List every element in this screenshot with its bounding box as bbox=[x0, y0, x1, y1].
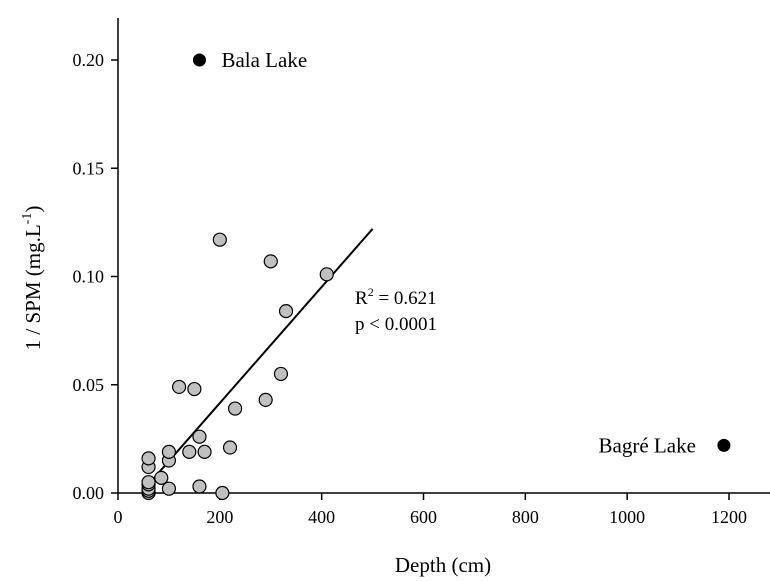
y-tick-label: 0.15 bbox=[73, 158, 105, 178]
data-point bbox=[192, 429, 207, 444]
r-squared-annotation: R2 = 0.621 bbox=[355, 285, 437, 309]
point-label: Bagré Lake bbox=[599, 433, 696, 457]
data-point bbox=[215, 485, 230, 501]
data-point bbox=[187, 381, 202, 397]
data-point bbox=[319, 267, 334, 282]
data-point bbox=[212, 232, 227, 247]
data-point bbox=[161, 444, 177, 459]
data-points bbox=[141, 53, 731, 501]
y-tick-label: 0.10 bbox=[73, 267, 105, 287]
x-tick-label: 1200 bbox=[711, 507, 747, 527]
data-point bbox=[161, 481, 177, 496]
highlighted-point bbox=[717, 438, 731, 452]
y-tick-label: 0.20 bbox=[73, 50, 105, 70]
data-point bbox=[263, 254, 278, 269]
x-axis-title: Depth (cm) bbox=[395, 553, 491, 577]
x-tick-label: 0 bbox=[114, 507, 123, 527]
data-point bbox=[197, 444, 212, 459]
point-labels: Bala Lake Bagré Lake bbox=[221, 48, 695, 457]
data-point bbox=[154, 470, 169, 485]
data-point bbox=[273, 366, 289, 382]
data-point bbox=[278, 304, 294, 319]
data-point bbox=[141, 451, 156, 466]
p-value-annotation: p < 0.0001 bbox=[355, 314, 437, 335]
axes bbox=[117, 18, 770, 494]
data-point bbox=[258, 392, 273, 408]
y-axis-title: 1 / SPM (mg.L-1) bbox=[20, 206, 45, 351]
data-point bbox=[172, 379, 187, 395]
data-point bbox=[222, 440, 238, 455]
y-tick-label: 0.05 bbox=[73, 375, 105, 395]
data-point bbox=[192, 479, 207, 494]
x-tick-label: 600 bbox=[410, 507, 437, 527]
highlighted-point bbox=[192, 53, 206, 67]
ticks: 0 200 400 600 800 1000 1200 0.00 0.05 0.10 0.15 0.2… bbox=[73, 50, 748, 527]
x-tick-label: 400 bbox=[308, 507, 335, 527]
y-tick-label: 0.00 bbox=[73, 483, 105, 503]
x-tick-label: 200 bbox=[206, 507, 233, 527]
regression-line bbox=[147, 228, 374, 485]
x-tick-label: 800 bbox=[512, 507, 539, 527]
x-tick-label: 1000 bbox=[609, 507, 645, 527]
data-point bbox=[141, 475, 156, 490]
data-point bbox=[228, 401, 243, 416]
point-label: Bala Lake bbox=[221, 48, 307, 72]
data-point bbox=[182, 444, 197, 459]
